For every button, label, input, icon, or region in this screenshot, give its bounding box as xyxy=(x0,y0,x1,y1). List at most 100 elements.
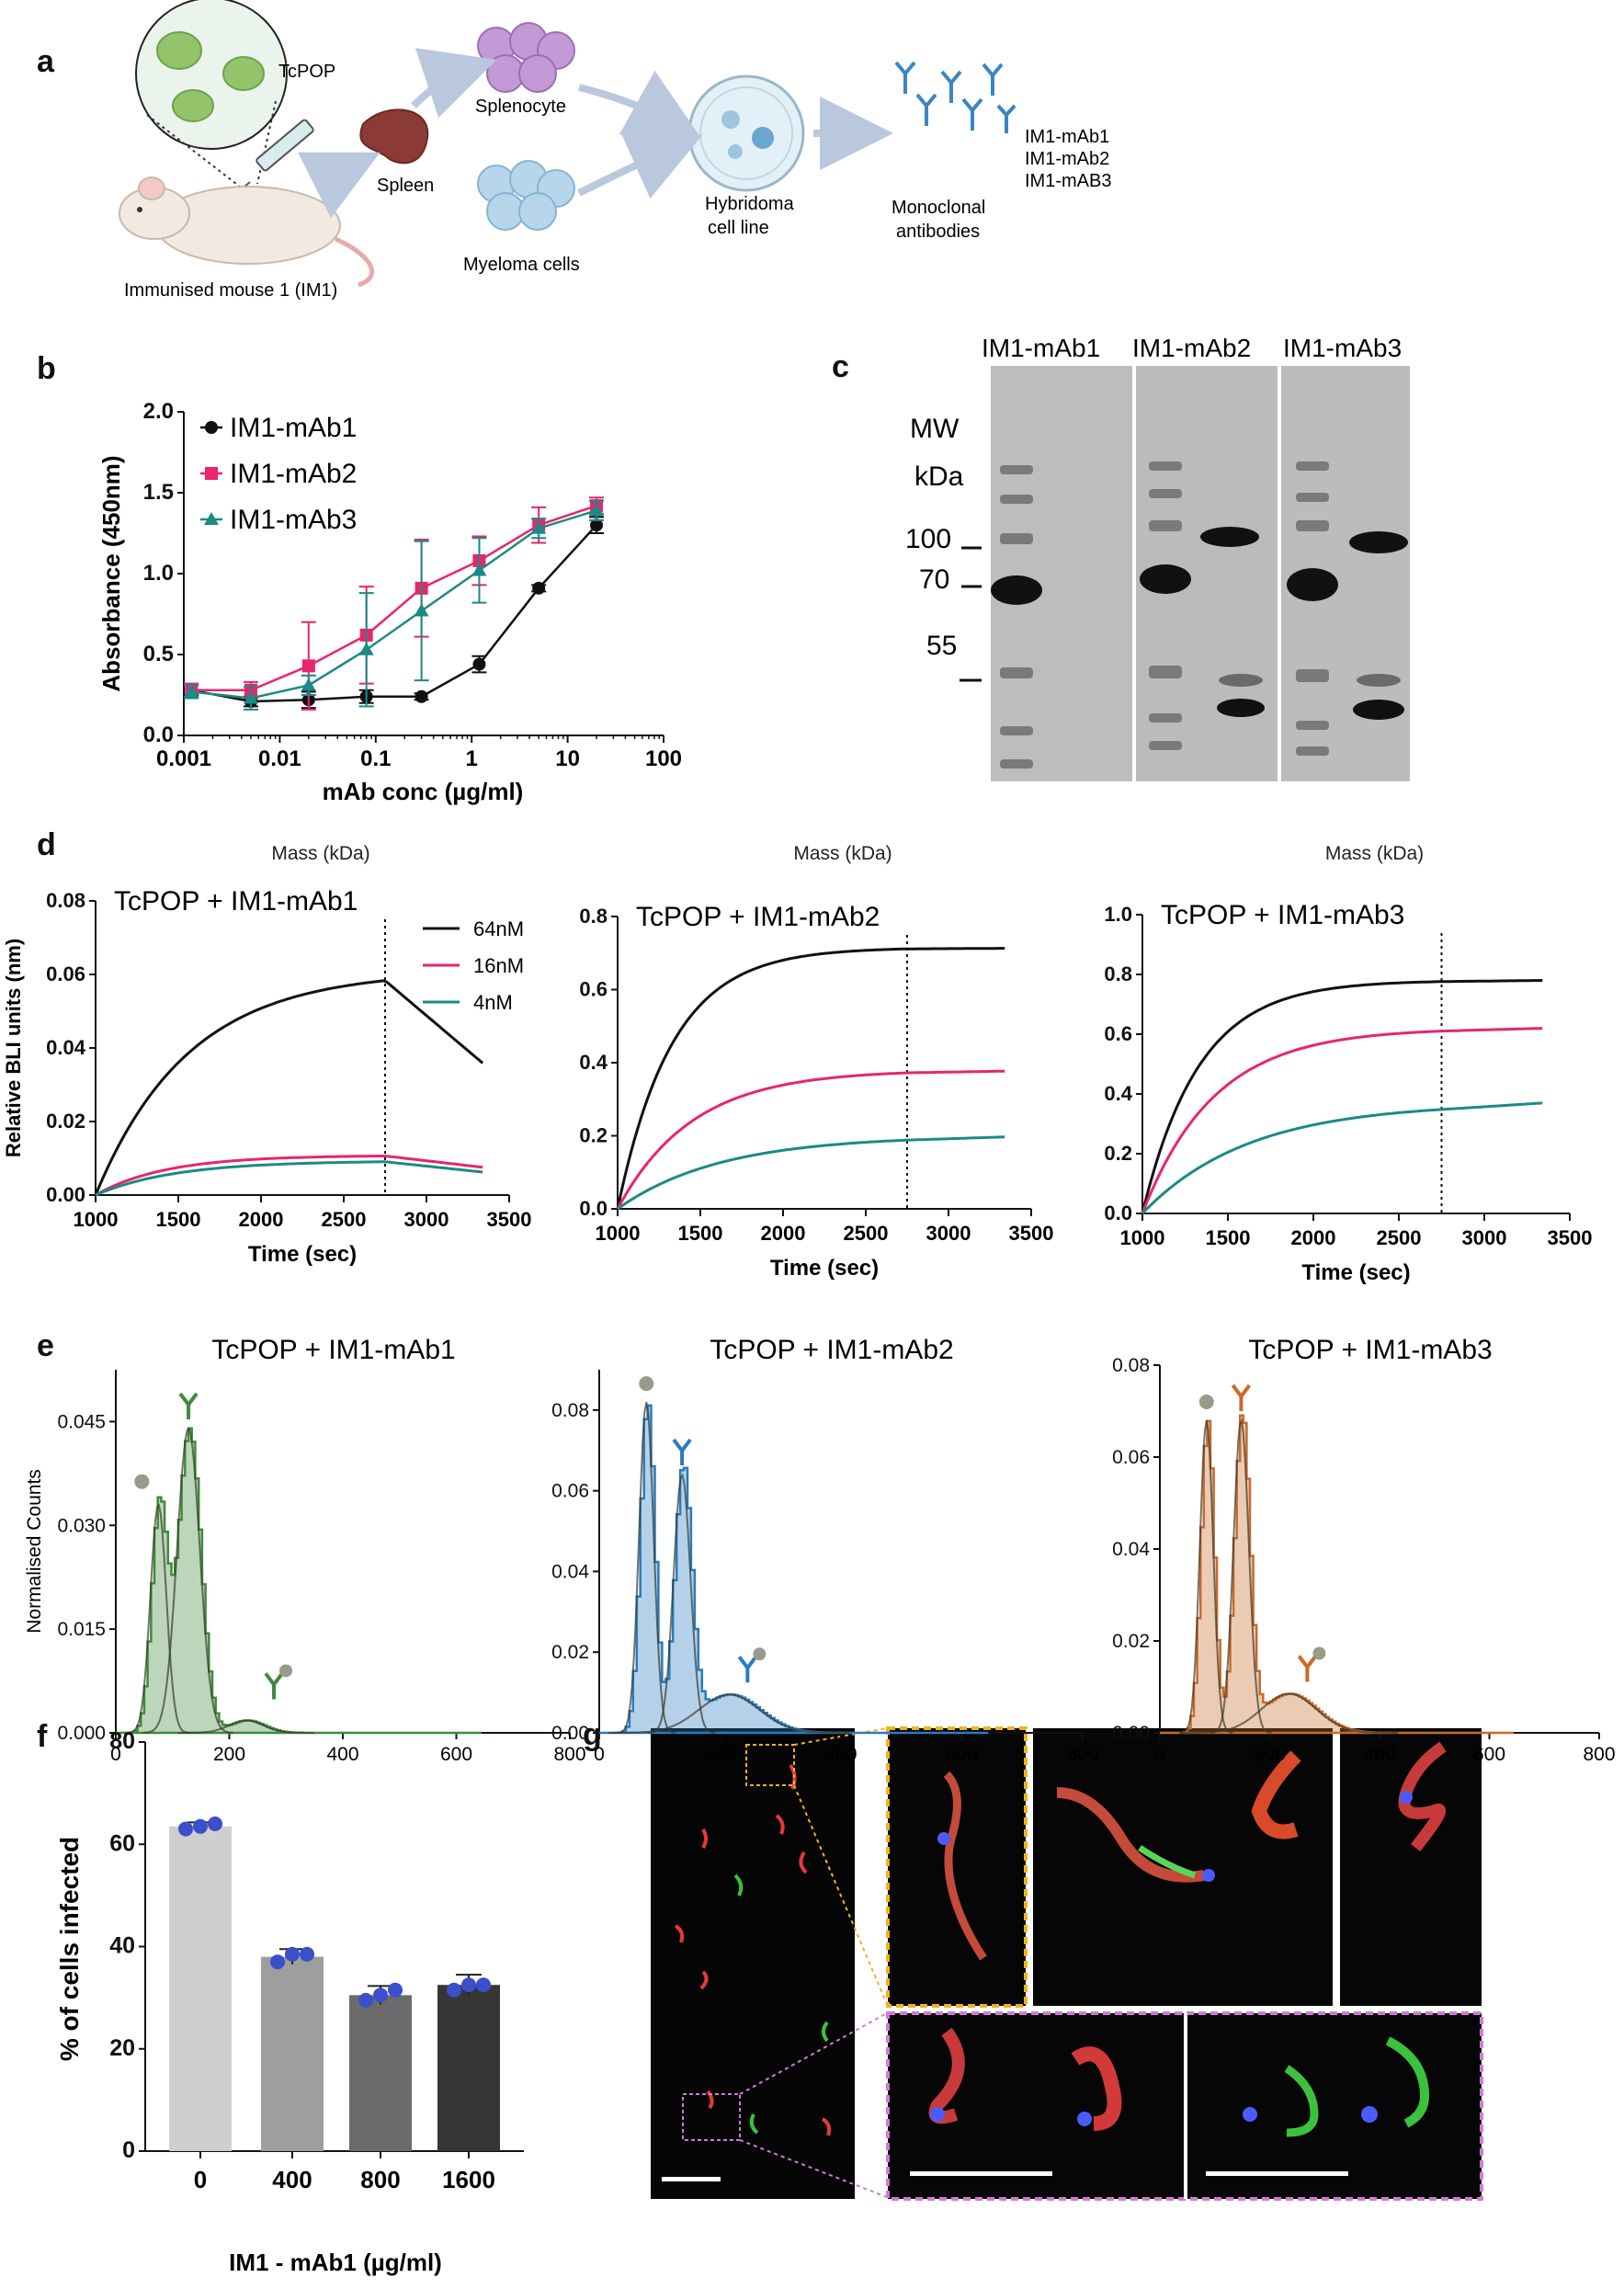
blot-band-70kda xyxy=(1287,568,1338,601)
chart-title: TcPOP + IM1-mAb3 xyxy=(1161,900,1404,930)
x-tick-label: 600 xyxy=(946,1744,978,1765)
workflow-arrows xyxy=(298,48,893,219)
species-glyphs xyxy=(134,1392,293,1700)
data-point xyxy=(415,689,428,703)
x-axis-title: Time (sec) xyxy=(1301,1260,1410,1285)
monoclonal-label-1: Monoclonal xyxy=(891,198,985,218)
y-tick-label: 0.2 xyxy=(1104,1142,1132,1165)
series-line-64nM xyxy=(616,947,1005,1210)
replicate-point xyxy=(388,1982,403,1998)
gaussian-fit-1 xyxy=(617,1401,676,1734)
arrow-splenocyte-hybridoma xyxy=(578,70,701,139)
legend-label: 16nM xyxy=(473,954,524,977)
panel-label-e: e xyxy=(37,1328,54,1363)
ladder-band xyxy=(1000,667,1033,678)
x-tick-label: 2500 xyxy=(1377,1226,1422,1249)
x-tick-label: 2500 xyxy=(844,1222,889,1245)
data-point xyxy=(531,520,547,534)
tcpop-label: TcPOP xyxy=(278,62,335,82)
ladder-band xyxy=(1296,669,1329,682)
x-tick-label: 3500 xyxy=(487,1208,532,1231)
chart-d1-bli: 0.00 0.02 0.04 0.06 0.08 1000 1500 2000 2500 3000… xyxy=(2,843,531,1267)
data-point xyxy=(414,603,429,617)
antibody-icon xyxy=(1231,1384,1252,1411)
inset-box-yellow xyxy=(745,1744,795,1786)
data-point xyxy=(301,659,315,673)
legend-marker xyxy=(205,467,218,480)
nucleus-dot xyxy=(937,1832,950,1845)
chart-d3-bli: 0.0 0.2 0.4 0.6 0.8 1.0 1000 1500 2000 2500 3000 35… xyxy=(1104,843,1592,1285)
gaussian-fit-2 xyxy=(142,1427,233,1734)
y-axis-title: Absorbance (450nm) xyxy=(97,455,125,691)
chart-d2-bli: 0.0 0.2 0.4 0.6 0.8 1000 1500 2000 2500 3000 3500 T… xyxy=(579,843,1053,1281)
complex-antibody-icon xyxy=(1297,1655,1318,1682)
chart-title: TcPOP + IM1-mAb1 xyxy=(114,886,358,917)
y-tick-label: 0.6 xyxy=(1104,1022,1132,1045)
y-tick-label: 0.030 xyxy=(57,1515,106,1536)
parasite-cell xyxy=(1251,1750,1301,1839)
gaussian-fit-3 xyxy=(177,1719,315,1734)
blot-band-100kda xyxy=(1349,531,1408,553)
arrow-myeloma-hybridoma xyxy=(577,131,703,199)
ladder-band xyxy=(1149,461,1182,471)
splenocyte-label: Splenocyte xyxy=(475,97,566,117)
x-tick-label: 3500 xyxy=(1548,1226,1593,1249)
data-point xyxy=(301,678,316,691)
x-tick-label: 400 xyxy=(1363,1744,1395,1765)
x-tick-label: 800 xyxy=(1066,1744,1098,1765)
complex-antibody-icon xyxy=(264,1672,284,1700)
y-tick-label: 0.00 xyxy=(46,1183,85,1206)
replicate-point xyxy=(178,1821,193,1837)
y-axis-title: Relative BLI units (nm) xyxy=(2,939,25,1157)
chart-title: TcPOP + IM1-mAb3 xyxy=(1248,1335,1492,1365)
y-tick-label: 1.0 xyxy=(1104,903,1132,926)
x-tick-label: 0 xyxy=(594,1744,605,1765)
y-tick-label: 0.4 xyxy=(579,1051,608,1074)
blot-marker-55: 55 xyxy=(926,631,957,661)
x-tick-label: 1000 xyxy=(596,1222,641,1245)
legend-label: 4nM xyxy=(473,991,513,1014)
replicate-point xyxy=(373,1987,388,2003)
series-line-4nM xyxy=(1141,1101,1543,1215)
panel-label-a: a xyxy=(37,44,54,79)
complex-tcpop-icon xyxy=(279,1664,293,1678)
parasite-cells-overview xyxy=(674,1763,832,2136)
tcpop-monomer-icon xyxy=(639,1376,654,1392)
blot-lane-label-2: IM1-mAb2 xyxy=(1132,334,1251,362)
y-tick-label: 0.5 xyxy=(143,642,174,666)
y-tick-label: 0.0 xyxy=(1104,1201,1132,1224)
blot-band-lower xyxy=(1353,700,1404,720)
blot-lane-label-1: IM1-mAb1 xyxy=(982,334,1100,362)
myeloma-label: Myeloma cells xyxy=(463,255,580,275)
ladder-band xyxy=(1149,666,1182,678)
series-line-16nM xyxy=(1141,1027,1543,1214)
legend-label: 64nM xyxy=(473,917,524,940)
series-line-4nM xyxy=(617,1135,1005,1211)
x-tick-label: 3000 xyxy=(404,1208,449,1231)
x-tick-label: 200 xyxy=(1254,1744,1286,1765)
species-glyphs xyxy=(639,1376,767,1683)
y-tick-label: 0.045 xyxy=(57,1411,106,1432)
y-tick-label: 0.0 xyxy=(579,1197,608,1220)
x-tick-label: 0 xyxy=(1154,1744,1165,1765)
mab-list-3: IM1-mAB3 xyxy=(1025,171,1111,191)
y-tick-label: 0.00 xyxy=(1112,1723,1150,1744)
micrograph-zoom-1 xyxy=(886,1726,1028,2008)
species-glyphs xyxy=(1198,1384,1326,1682)
panel-label-f: f xyxy=(37,1719,48,1754)
x-tick-label: 400 xyxy=(326,1744,358,1765)
x-tick-label: 0.01 xyxy=(258,746,301,771)
x-tick-label: 600 xyxy=(1473,1744,1505,1765)
legend-label: IM1-mAb3 xyxy=(230,505,357,535)
arrow-spleen-splenocyte xyxy=(411,48,497,119)
antibody-cluster-icon xyxy=(894,61,1016,133)
ladder-band xyxy=(1296,493,1329,502)
ladder-band xyxy=(1296,721,1329,730)
replicate-point xyxy=(461,1977,476,1993)
y-tick-label: 0.02 xyxy=(1112,1631,1150,1652)
x-tick-label: 0.1 xyxy=(360,746,391,771)
ladder-band xyxy=(1149,520,1182,531)
data-point xyxy=(472,657,486,671)
blot-marker-100: 100 xyxy=(905,524,951,554)
y-tick-label: 0.8 xyxy=(1104,962,1132,985)
